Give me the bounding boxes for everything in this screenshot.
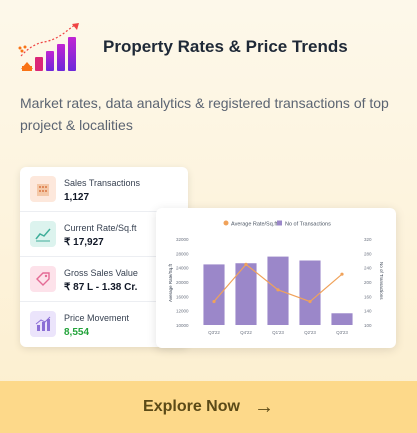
header: Property Rates & Price Trends xyxy=(18,20,408,76)
y2-tick-label: 100 xyxy=(364,323,372,328)
transactions-bar xyxy=(203,264,225,325)
transactions-bar xyxy=(235,263,257,325)
legend-line-label: Average Rate/Sq.ft xyxy=(231,222,278,228)
stat-current-rate: Current Rate/Sq.ft ₹ 17,927 xyxy=(20,212,188,257)
stat-value: ₹ 17,927 xyxy=(64,237,104,248)
y2-tick-label: 280 xyxy=(364,251,372,256)
stat-gross-sales: Gross Sales Value ₹ 87 L - 1.38 Cr. xyxy=(20,257,188,302)
legend-line-marker xyxy=(223,220,229,226)
stat-label: Sales Transactions xyxy=(64,178,141,188)
trend-chart-card: Average Rate/Sq.ft No of Transactions 3200… xyxy=(156,208,396,348)
y2-tick-label: 160 xyxy=(364,294,372,299)
y-tick-label: 16000 xyxy=(176,294,189,299)
y2-tick-label: 320 xyxy=(364,237,372,242)
stat-sales-transactions: Sales Transactions 1,127 xyxy=(20,167,188,212)
explore-now-label: Explore Now xyxy=(143,398,240,415)
y2-tick-label: 240 xyxy=(364,266,372,271)
stat-label: Current Rate/Sq.ft xyxy=(64,223,137,233)
stat-label: Gross Sales Value xyxy=(64,268,138,278)
rate-point xyxy=(340,272,344,276)
bar-chart-icon xyxy=(30,311,56,337)
x-tick-label: Q3'23 xyxy=(336,330,348,335)
y2-tick-label: 140 xyxy=(364,309,372,314)
page-title: Property Rates & Price Trends xyxy=(103,37,348,56)
line-chart-icon xyxy=(30,221,56,247)
rising-bars-logo-icon xyxy=(18,23,79,71)
building-icon xyxy=(30,176,56,202)
y-tick-label: 10000 xyxy=(176,323,189,328)
x-tick-label: Q3'22 xyxy=(208,330,220,335)
stat-label: Price Movement xyxy=(64,313,130,323)
stat-value: ₹ 87 L - 1.38 Cr. xyxy=(64,282,138,293)
y-tick-label: 24000 xyxy=(176,266,189,271)
trend-chart: Average Rate/Sq.ft No of Transactions 3200… xyxy=(168,220,384,335)
stat-value: 1,127 xyxy=(64,192,90,203)
stat-value: 8,554 xyxy=(64,327,90,338)
legend-bar-label: No of Transactions xyxy=(285,222,331,228)
y-tick-label: 12000 xyxy=(176,309,189,314)
x-tick-label: Q4'22 xyxy=(240,330,252,335)
y2-axis-title: No of Transactions xyxy=(379,262,384,300)
rate-point xyxy=(244,262,248,267)
rate-point xyxy=(276,288,280,292)
transactions-bar xyxy=(331,313,353,325)
page-subtitle: Market rates, data analytics & registere… xyxy=(20,95,389,133)
rate-point xyxy=(212,299,216,304)
y2-tick-label: 200 xyxy=(364,280,372,285)
rate-point xyxy=(308,299,312,304)
y-axis-title: Average Rate/Sq.ft xyxy=(168,263,173,302)
y-tick-label: 32000 xyxy=(176,237,189,242)
price-tag-icon xyxy=(30,266,56,292)
transactions-bar xyxy=(299,260,321,325)
stat-price-movement: Price Movement 8,554 xyxy=(20,302,188,347)
y-tick-label: 20000 xyxy=(176,280,189,285)
y-tick-label: 28000 xyxy=(176,251,189,256)
x-tick-label: Q1'23 xyxy=(272,330,284,335)
arrow-right-icon: → xyxy=(253,396,274,418)
explore-now-button[interactable]: Explore Now → xyxy=(0,381,417,433)
legend-bar-marker xyxy=(277,220,282,226)
x-tick-label: Q2'23 xyxy=(304,330,316,335)
